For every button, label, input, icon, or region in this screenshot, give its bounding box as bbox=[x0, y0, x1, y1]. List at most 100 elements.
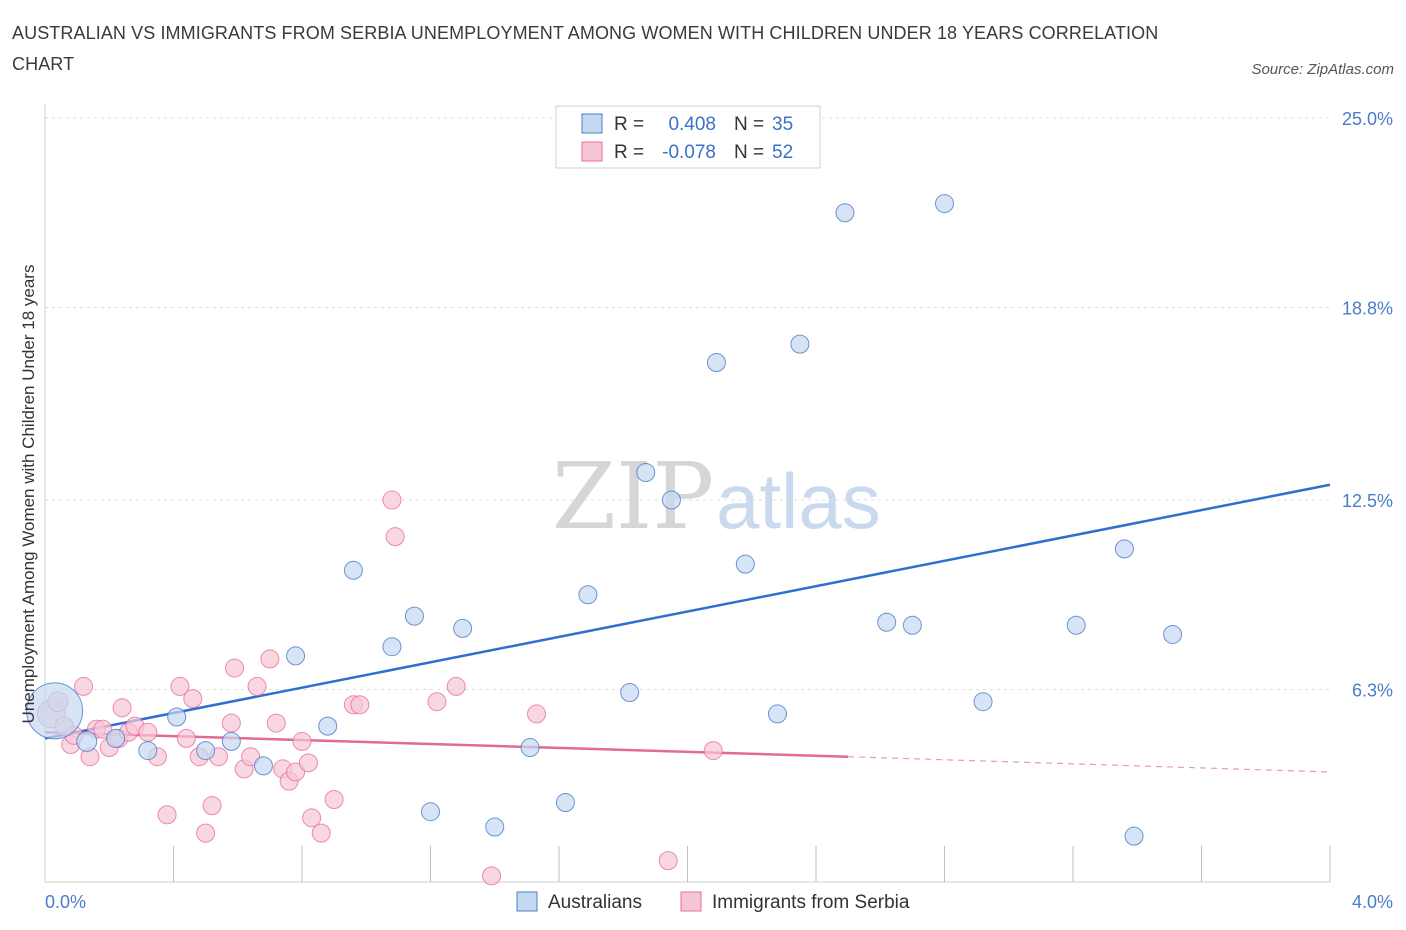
point-australians bbox=[421, 802, 440, 822]
point-serbia bbox=[382, 490, 402, 510]
legend-n-label-2: N = bbox=[734, 142, 764, 163]
point-serbia bbox=[482, 866, 502, 886]
point-australians bbox=[106, 728, 126, 748]
point-australians bbox=[138, 741, 158, 761]
legend-r-label-2: R = bbox=[614, 142, 644, 163]
grid bbox=[45, 117, 1330, 690]
legend-r-value-2: -0.078 bbox=[662, 142, 716, 163]
watermark-atlas: atlas bbox=[716, 457, 881, 545]
point-serbia bbox=[350, 695, 370, 715]
point-serbia bbox=[427, 692, 447, 712]
legend-bottom-label-serbia: Immigrants from Serbia bbox=[712, 892, 910, 913]
point-serbia bbox=[324, 789, 344, 809]
point-australians bbox=[253, 756, 273, 776]
point-serbia bbox=[221, 713, 241, 733]
legend-r-label-1: R = bbox=[614, 114, 644, 135]
point-serbia bbox=[298, 753, 318, 773]
point-serbia bbox=[260, 649, 280, 669]
point-australians bbox=[767, 704, 787, 724]
chart-title: AUSTRALIAN VS IMMIGRANTS FROM SERBIA UNE… bbox=[12, 23, 1159, 74]
point-australians bbox=[453, 618, 473, 638]
y-axis-title: Unemployment Among Women with Children U… bbox=[19, 265, 38, 724]
point-serbia bbox=[138, 722, 158, 742]
point-australians bbox=[790, 334, 810, 354]
point-australians bbox=[735, 554, 755, 574]
point-serbia bbox=[703, 741, 723, 761]
point-serbia bbox=[311, 823, 331, 843]
point-australians bbox=[578, 585, 598, 605]
axes bbox=[44, 104, 1331, 883]
point-australians bbox=[318, 716, 338, 736]
y-tick-label: 25.0% bbox=[1342, 109, 1393, 129]
point-australians bbox=[1124, 826, 1144, 846]
point-australians bbox=[167, 707, 187, 727]
legend-top-swatch-australians bbox=[581, 113, 603, 134]
point-australians bbox=[343, 560, 363, 580]
point-serbia bbox=[93, 719, 113, 739]
data-points bbox=[26, 194, 1183, 886]
point-australians bbox=[1114, 539, 1134, 559]
legend-n-value-1: 35 bbox=[772, 114, 793, 135]
legend-bottom-swatch-australians bbox=[516, 891, 538, 912]
point-australians bbox=[26, 682, 84, 740]
x-tick-label: 4.0% bbox=[1352, 892, 1393, 912]
y-tick-label: 6.3% bbox=[1352, 680, 1393, 700]
point-australians bbox=[520, 738, 540, 758]
point-australians bbox=[76, 730, 98, 752]
legend-bottom-label-australians: Australians bbox=[548, 892, 642, 913]
point-serbia bbox=[247, 676, 267, 696]
point-australians bbox=[706, 352, 726, 372]
point-serbia bbox=[170, 676, 190, 696]
point-serbia bbox=[225, 658, 245, 678]
source-label: Source: ZipAtlas.com bbox=[1251, 61, 1394, 78]
x-tick-label: 0.0% bbox=[45, 892, 86, 912]
point-serbia bbox=[385, 527, 405, 547]
legend-n-value-2: 52 bbox=[772, 142, 793, 163]
point-serbia bbox=[286, 762, 306, 782]
legend-top: R = 0.408 N = 35 R = -0.078 N = 52 bbox=[555, 105, 821, 169]
point-serbia bbox=[183, 689, 203, 709]
point-serbia bbox=[202, 796, 222, 816]
legend-bottom: Australians Immigrants from Serbia bbox=[516, 891, 910, 913]
point-serbia bbox=[446, 676, 466, 696]
trend-serbia-extrapolated bbox=[848, 756, 1331, 773]
y-tick-label: 18.8% bbox=[1342, 298, 1393, 318]
point-australians bbox=[636, 462, 656, 482]
point-serbia bbox=[112, 698, 132, 718]
point-australians bbox=[196, 741, 216, 761]
point-australians bbox=[485, 817, 505, 837]
point-australians bbox=[382, 637, 402, 657]
point-australians bbox=[1066, 615, 1086, 635]
point-australians bbox=[404, 606, 424, 626]
point-australians bbox=[935, 194, 954, 214]
watermark-zip: ZIP bbox=[552, 443, 714, 550]
point-australians bbox=[973, 692, 993, 712]
point-australians bbox=[835, 203, 855, 223]
trend-australians bbox=[44, 483, 1331, 740]
point-australians bbox=[555, 793, 575, 813]
legend-r-value-1: 0.408 bbox=[668, 114, 716, 135]
point-serbia bbox=[74, 676, 94, 696]
legend-top-swatch-serbia bbox=[581, 141, 603, 162]
point-serbia bbox=[157, 805, 177, 825]
point-australians bbox=[877, 612, 897, 632]
point-serbia bbox=[176, 728, 196, 748]
point-serbia bbox=[302, 808, 322, 828]
point-serbia bbox=[527, 704, 547, 724]
point-australians bbox=[1163, 624, 1183, 644]
point-serbia bbox=[658, 851, 678, 871]
point-serbia bbox=[241, 747, 261, 767]
point-serbia bbox=[292, 731, 312, 751]
point-serbia bbox=[196, 823, 216, 843]
point-australians bbox=[286, 646, 306, 666]
legend-n-label-1: N = bbox=[734, 114, 764, 135]
point-australians bbox=[221, 731, 241, 751]
y-tick-label: 12.5% bbox=[1342, 491, 1393, 511]
point-australians bbox=[620, 683, 640, 703]
tick-labels: 6.3% 12.5% 18.8% 25.0% 0.0% 4.0% bbox=[45, 109, 1393, 912]
point-serbia bbox=[266, 713, 286, 733]
legend-bottom-swatch-serbia bbox=[680, 891, 702, 912]
point-australians bbox=[661, 490, 681, 510]
point-australians bbox=[902, 615, 922, 635]
